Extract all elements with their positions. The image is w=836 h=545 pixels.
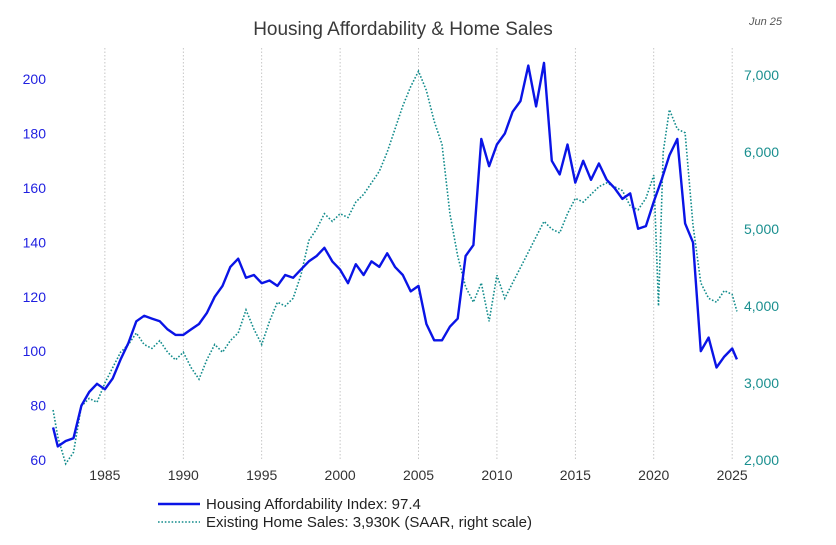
legend-label-affordability: Housing Affordability Index: 97.4: [206, 496, 421, 513]
x-tick-1995: 1995: [246, 467, 277, 483]
chart-title: Housing Affordability & Home Sales: [253, 19, 553, 40]
x-tick-2005: 2005: [403, 467, 434, 483]
left-tick-180: 180: [23, 126, 47, 142]
gridlines: [104, 48, 733, 460]
left-tick-140: 140: [23, 234, 47, 250]
left-axis: 60 80 100 120 140 160 180 200: [23, 71, 47, 468]
x-tick-2010: 2010: [481, 467, 512, 483]
x-axis: 1985 1990 1995 2000 2005 2010 2015 2020 2025: [89, 467, 748, 483]
right-axis: 2,000 3,000 4,000 5,000 6,000 7,000: [744, 67, 779, 468]
legend: Housing Affordability Index: 97.4 Existi…: [158, 496, 532, 531]
date-tag: Jun 25: [748, 16, 783, 28]
right-tick-7000: 7,000: [744, 67, 779, 83]
series-housing-affordability: [51, 61, 739, 448]
x-tick-2020: 2020: [638, 467, 669, 483]
left-tick-120: 120: [23, 289, 47, 305]
right-tick-3000: 3,000: [744, 375, 779, 391]
left-tick-60: 60: [30, 452, 46, 468]
legend-label-sales: Existing Home Sales: 3,930K (SAAR, right…: [206, 514, 532, 531]
right-tick-6000: 6,000: [744, 144, 779, 160]
x-tick-1990: 1990: [168, 467, 199, 483]
x-tick-1985: 1985: [89, 467, 120, 483]
left-tick-80: 80: [30, 398, 46, 414]
left-tick-160: 160: [23, 180, 47, 196]
left-tick-200: 200: [23, 71, 47, 87]
x-tick-2015: 2015: [560, 467, 591, 483]
right-tick-2000: 2,000: [744, 452, 779, 468]
right-tick-4000: 4,000: [744, 298, 779, 314]
right-tick-5000: 5,000: [744, 221, 779, 237]
x-tick-2000: 2000: [325, 467, 356, 483]
x-tick-2025: 2025: [717, 467, 748, 483]
left-tick-100: 100: [23, 343, 47, 359]
